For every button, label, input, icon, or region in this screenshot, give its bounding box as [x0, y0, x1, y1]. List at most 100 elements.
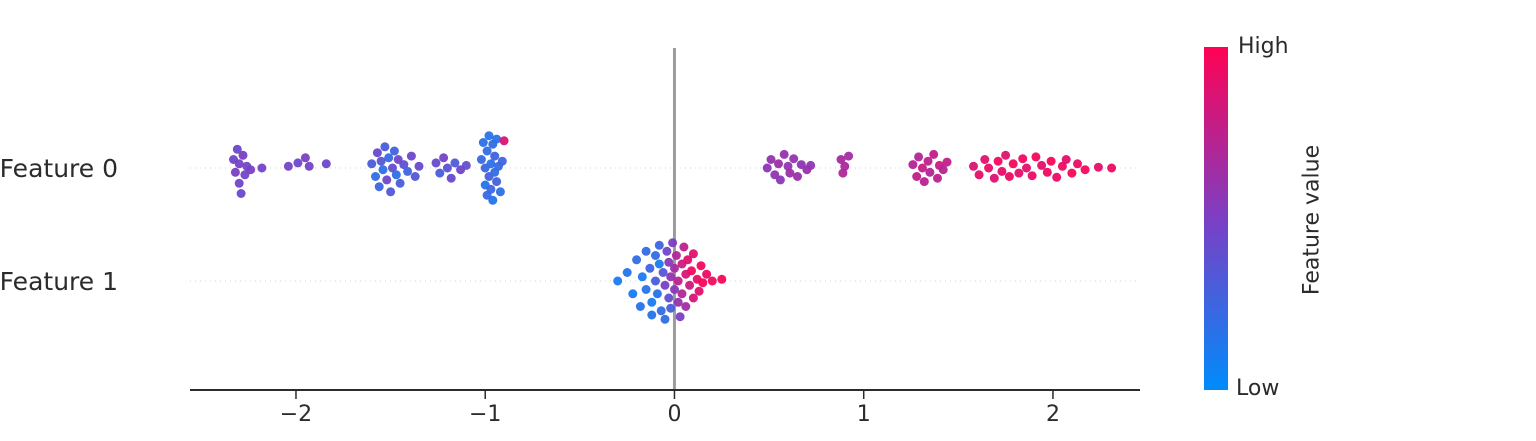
data-point [707, 276, 717, 286]
data-point [774, 159, 783, 169]
data-point [499, 136, 509, 146]
data-point [637, 272, 647, 282]
x-tick-label: −2 [280, 402, 312, 427]
colorbar-high-label: High [1238, 34, 1289, 59]
data-point [372, 148, 382, 158]
data-point [779, 149, 789, 159]
data-point [232, 144, 242, 154]
x-tick-label: 0 [667, 402, 681, 427]
data-point [836, 155, 846, 164]
data-point [942, 157, 952, 167]
data-point [908, 160, 918, 170]
data-point [230, 167, 240, 177]
data-point [1067, 168, 1077, 178]
data-point [668, 238, 678, 248]
data-point [844, 151, 854, 161]
data-point [1027, 171, 1037, 181]
data-point [490, 151, 500, 161]
data-point [1018, 154, 1028, 164]
data-point [641, 246, 651, 256]
data-point [439, 153, 449, 163]
data-point [300, 153, 310, 163]
data-point [321, 159, 331, 169]
data-point [389, 146, 399, 156]
data-point [838, 168, 848, 178]
data-point [917, 163, 927, 173]
data-point [688, 293, 698, 303]
data-point [980, 155, 990, 164]
data-point [1080, 165, 1090, 175]
data-point [685, 280, 695, 290]
data-point [486, 159, 496, 169]
data-point [1057, 161, 1067, 171]
data-point [399, 160, 409, 170]
data-point [492, 134, 502, 144]
data-point [403, 166, 413, 176]
data-point [386, 187, 396, 197]
data-point [993, 156, 1003, 166]
data-point [984, 163, 994, 173]
data-point [391, 170, 401, 180]
data-point [1107, 163, 1117, 173]
data-point [677, 289, 687, 299]
data-point [647, 297, 657, 307]
data-point [969, 161, 978, 171]
data-point [380, 142, 390, 152]
data-point [660, 280, 670, 290]
data-point [652, 289, 662, 299]
data-point [662, 246, 672, 256]
data-point [651, 276, 660, 286]
data-point [675, 312, 685, 322]
data-point [1014, 168, 1024, 178]
colorbar [1204, 47, 1228, 390]
data-point [492, 177, 502, 187]
data-point [1004, 172, 1014, 181]
data-point [671, 251, 681, 260]
data-point [406, 151, 416, 161]
data-point [785, 168, 795, 178]
data-point [974, 170, 984, 180]
data-point [660, 314, 670, 324]
data-point [666, 272, 676, 282]
data-point [495, 187, 505, 197]
data-point [775, 175, 785, 185]
data-point [666, 303, 676, 313]
data-point [1061, 155, 1071, 164]
data-point [929, 149, 939, 159]
data-point [304, 161, 314, 171]
data-point [435, 168, 445, 178]
data-point [257, 163, 267, 173]
data-point [367, 159, 377, 169]
data-point [664, 257, 674, 267]
data-point [410, 172, 420, 181]
colorbar-low-label: Low [1236, 376, 1280, 401]
data-point [414, 161, 424, 171]
data-point [925, 167, 935, 177]
x-tick-label: −1 [469, 402, 501, 427]
data-point [681, 302, 691, 311]
data-point [388, 163, 397, 173]
colorbar-title: Feature value [1299, 144, 1325, 296]
data-point [283, 161, 293, 171]
data-point [658, 268, 668, 277]
data-point [694, 286, 704, 296]
data-point [651, 251, 660, 260]
data-point [783, 161, 793, 171]
data-point [442, 163, 452, 173]
data-point [654, 259, 664, 269]
data-point [687, 266, 696, 276]
data-point [234, 159, 244, 169]
data-point [632, 255, 642, 265]
data-point [789, 154, 799, 164]
data-point [613, 276, 623, 286]
data-point [656, 306, 666, 316]
data-point [679, 242, 689, 252]
data-point [628, 289, 638, 299]
row-label: Feature 1 [0, 267, 118, 296]
data-point [484, 131, 494, 141]
data-point [670, 285, 679, 294]
data-point [1008, 159, 1018, 169]
data-point [1001, 150, 1011, 160]
